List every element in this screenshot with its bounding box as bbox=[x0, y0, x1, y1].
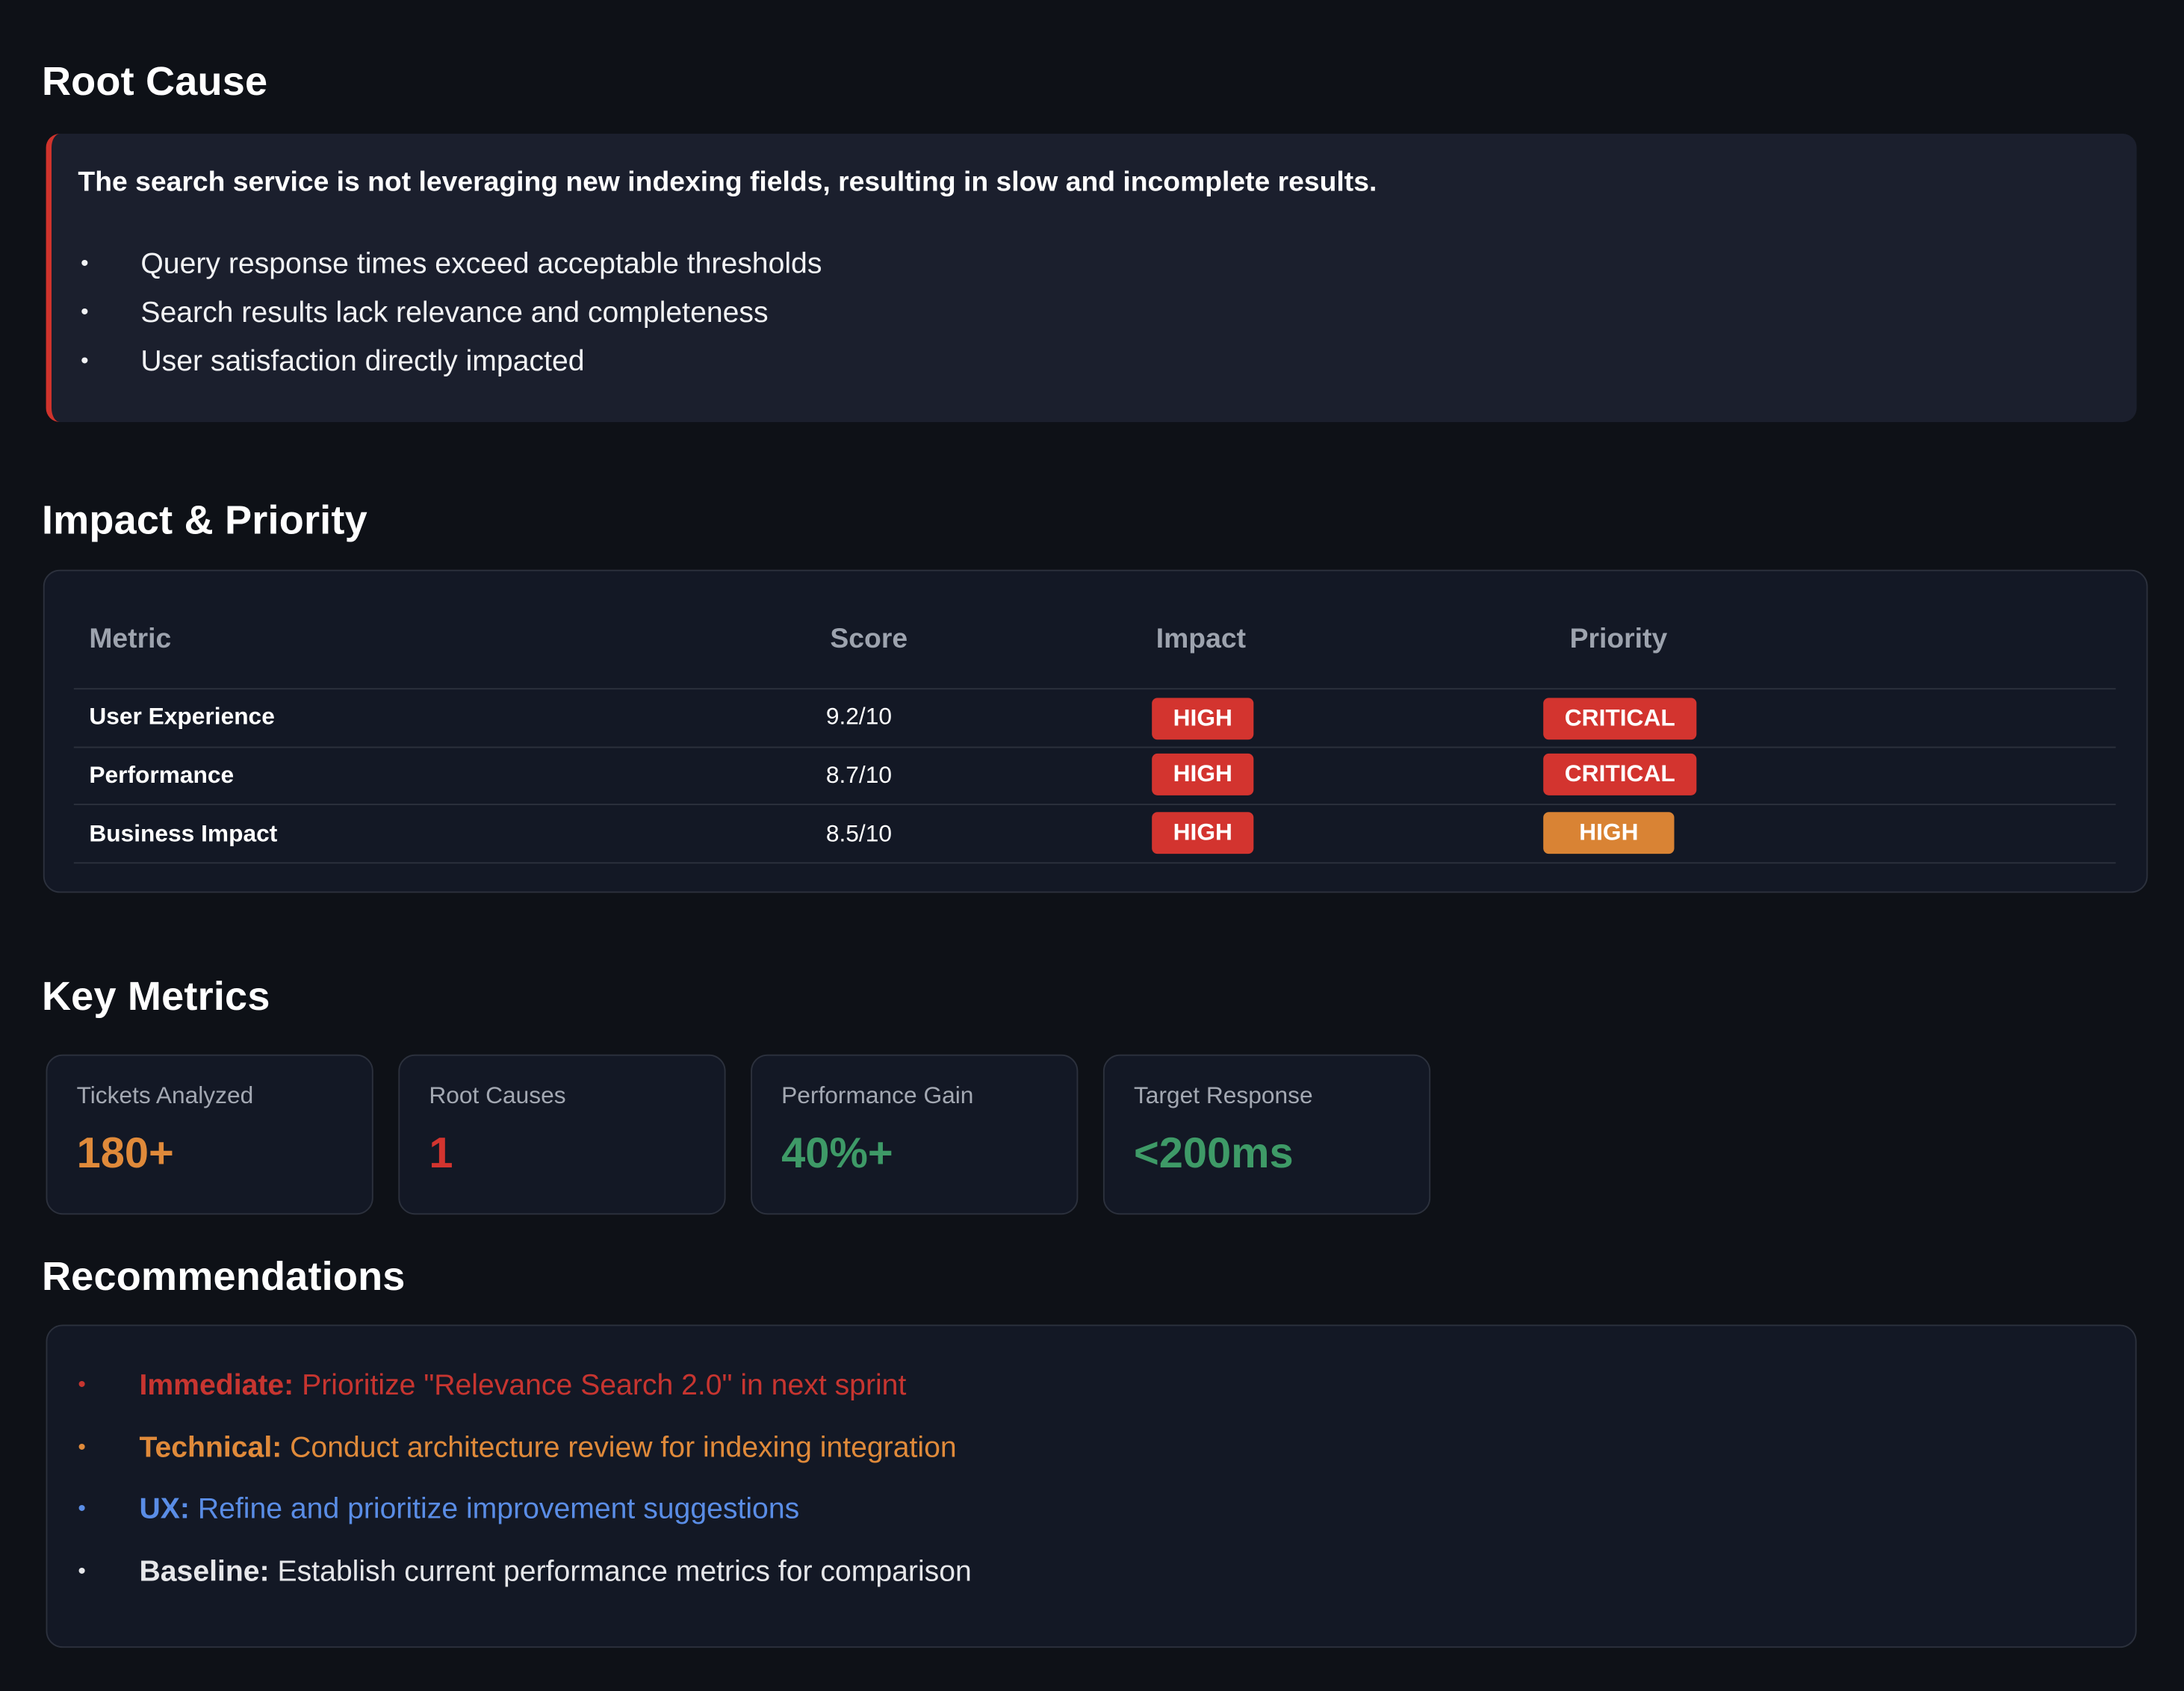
list-item-text: Query response times exceed acceptable t… bbox=[140, 247, 822, 280]
table-cell-score: 8.5/10 bbox=[825, 820, 892, 847]
table-cell-metric: Performance bbox=[89, 762, 235, 789]
list-item: • Query response times exceed acceptable … bbox=[78, 245, 822, 294]
priority-badge: CRITICAL bbox=[1543, 753, 1697, 795]
column-header-metric: Metric bbox=[89, 624, 172, 655]
list-item-text: Search results lack relevance and comple… bbox=[140, 297, 769, 329]
bullet-icon: • bbox=[78, 1373, 86, 1397]
root-cause-heading: Root Cause bbox=[41, 60, 268, 105]
metric-card-performance-gain: Performance Gain 40%+ bbox=[751, 1054, 1079, 1215]
impact-badge: HIGH bbox=[1152, 753, 1254, 795]
recommendation-text: Prioritize "Relevance Search 2.0" in nex… bbox=[294, 1369, 907, 1402]
metric-card-tickets: Tickets Analyzed 180+ bbox=[46, 1054, 373, 1215]
bullet-icon: • bbox=[81, 300, 89, 325]
list-item: • User satisfaction directly impacted bbox=[78, 343, 822, 391]
table-divider bbox=[73, 862, 2116, 864]
metric-card-target-response: Target Response <200ms bbox=[1102, 1054, 1431, 1215]
metric-card-label: Target Response bbox=[1133, 1082, 1313, 1109]
list-item-text: User satisfaction directly impacted bbox=[140, 345, 585, 378]
root-cause-list: • Query response times exceed acceptable … bbox=[78, 245, 822, 391]
bullet-icon: • bbox=[81, 350, 89, 373]
metric-card-root-causes: Root Causes 1 bbox=[398, 1054, 726, 1215]
column-header-priority: Priority bbox=[1569, 624, 1668, 655]
impact-badge: HIGH bbox=[1152, 812, 1254, 854]
table-divider bbox=[73, 804, 2116, 805]
root-cause-lead: The search service is not leveraging new… bbox=[78, 167, 1377, 198]
table-divider bbox=[73, 688, 2116, 690]
bullet-icon: • bbox=[78, 1497, 86, 1521]
impact-heading: Impact & Priority bbox=[41, 498, 367, 544]
recommendation-label: Immediate: bbox=[139, 1369, 294, 1402]
impact-table-panel bbox=[43, 569, 2148, 893]
table-cell-score: 9.2/10 bbox=[825, 703, 892, 730]
metric-card-label: Performance Gain bbox=[781, 1082, 974, 1109]
list-item: • Search results lack relevance and compl… bbox=[78, 294, 822, 342]
root-cause-panel: The search service is not leveraging new… bbox=[46, 134, 2137, 423]
metric-card-value: 40%+ bbox=[781, 1128, 893, 1177]
recommendation-label: UX: bbox=[139, 1493, 190, 1526]
recommendation-text: Refine and prioritize improvement sugges… bbox=[189, 1493, 800, 1526]
table-cell-metric: User Experience bbox=[89, 703, 275, 730]
key-metrics-heading: Key Metrics bbox=[41, 975, 270, 1020]
table-cell-score: 8.7/10 bbox=[825, 762, 892, 789]
column-header-impact: Impact bbox=[1155, 624, 1247, 655]
recommendations-heading: Recommendations bbox=[41, 1255, 406, 1300]
metric-card-label: Root Causes bbox=[429, 1082, 566, 1109]
impact-badge: HIGH bbox=[1152, 698, 1254, 740]
recommendation-text: Conduct architecture review for indexing… bbox=[282, 1432, 957, 1465]
bullet-icon: • bbox=[78, 1560, 86, 1584]
metric-card-value: 180+ bbox=[76, 1128, 174, 1177]
metric-card-value: <200ms bbox=[1133, 1128, 1294, 1177]
metric-card-value: 1 bbox=[429, 1128, 453, 1177]
priority-badge: HIGH bbox=[1543, 812, 1675, 854]
recommendation-label: Baseline: bbox=[139, 1556, 270, 1588]
bullet-icon: • bbox=[81, 252, 89, 276]
recommendation-label: Technical: bbox=[139, 1432, 282, 1465]
recommendations-panel: • Immediate: Prioritize "Relevance Searc… bbox=[46, 1324, 2137, 1648]
column-header-score: Score bbox=[830, 624, 908, 655]
recommendation-text: Establish current performance metrics fo… bbox=[269, 1556, 972, 1588]
table-cell-metric: Business Impact bbox=[89, 820, 278, 847]
table-divider bbox=[73, 746, 2116, 748]
metric-card-label: Tickets Analyzed bbox=[76, 1082, 254, 1109]
priority-badge: CRITICAL bbox=[1543, 698, 1697, 740]
bullet-icon: • bbox=[78, 1436, 86, 1460]
